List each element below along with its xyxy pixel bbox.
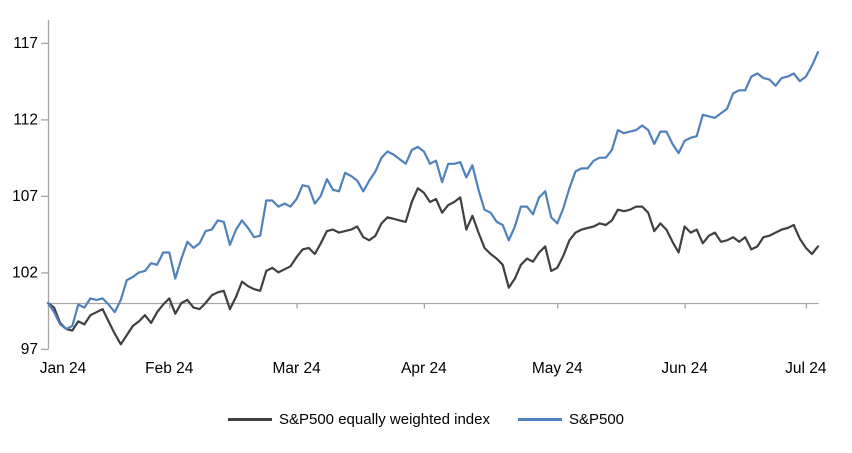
legend-label-equal-weight: S&P500 equally weighted index — [278, 411, 490, 428]
y-axis-label: 107 — [12, 188, 38, 205]
x-axis-label: May 24 — [532, 360, 583, 377]
x-axis-label: Jan 24 — [40, 360, 87, 377]
chart-legend: S&P500 equally weighted index S&P500 — [0, 411, 852, 428]
sp500-line-swatch — [517, 418, 562, 421]
legend-label-sp500: S&P500 — [568, 411, 625, 428]
legend-item-equal-weight: S&P500 equally weighted index — [227, 411, 490, 428]
x-axis-label: Mar 24 — [272, 360, 321, 377]
y-axis-label: 112 — [13, 111, 38, 128]
x-axis-label: Apr 24 — [401, 360, 447, 377]
x-axis-label: Jun 24 — [661, 360, 708, 377]
series-line-equal-weight — [46, 187, 820, 346]
legend-item-sp500: S&P500 — [517, 411, 625, 428]
y-axis-label: 97 — [21, 341, 38, 358]
x-axis-label: Jul 24 — [785, 360, 827, 377]
equal-weight-line-swatch — [227, 418, 272, 421]
x-axis-label: Feb 24 — [145, 360, 194, 377]
series-line-sp500 — [46, 50, 820, 331]
y-axis-label: 117 — [13, 35, 38, 52]
y-axis-label: 102 — [12, 264, 38, 281]
